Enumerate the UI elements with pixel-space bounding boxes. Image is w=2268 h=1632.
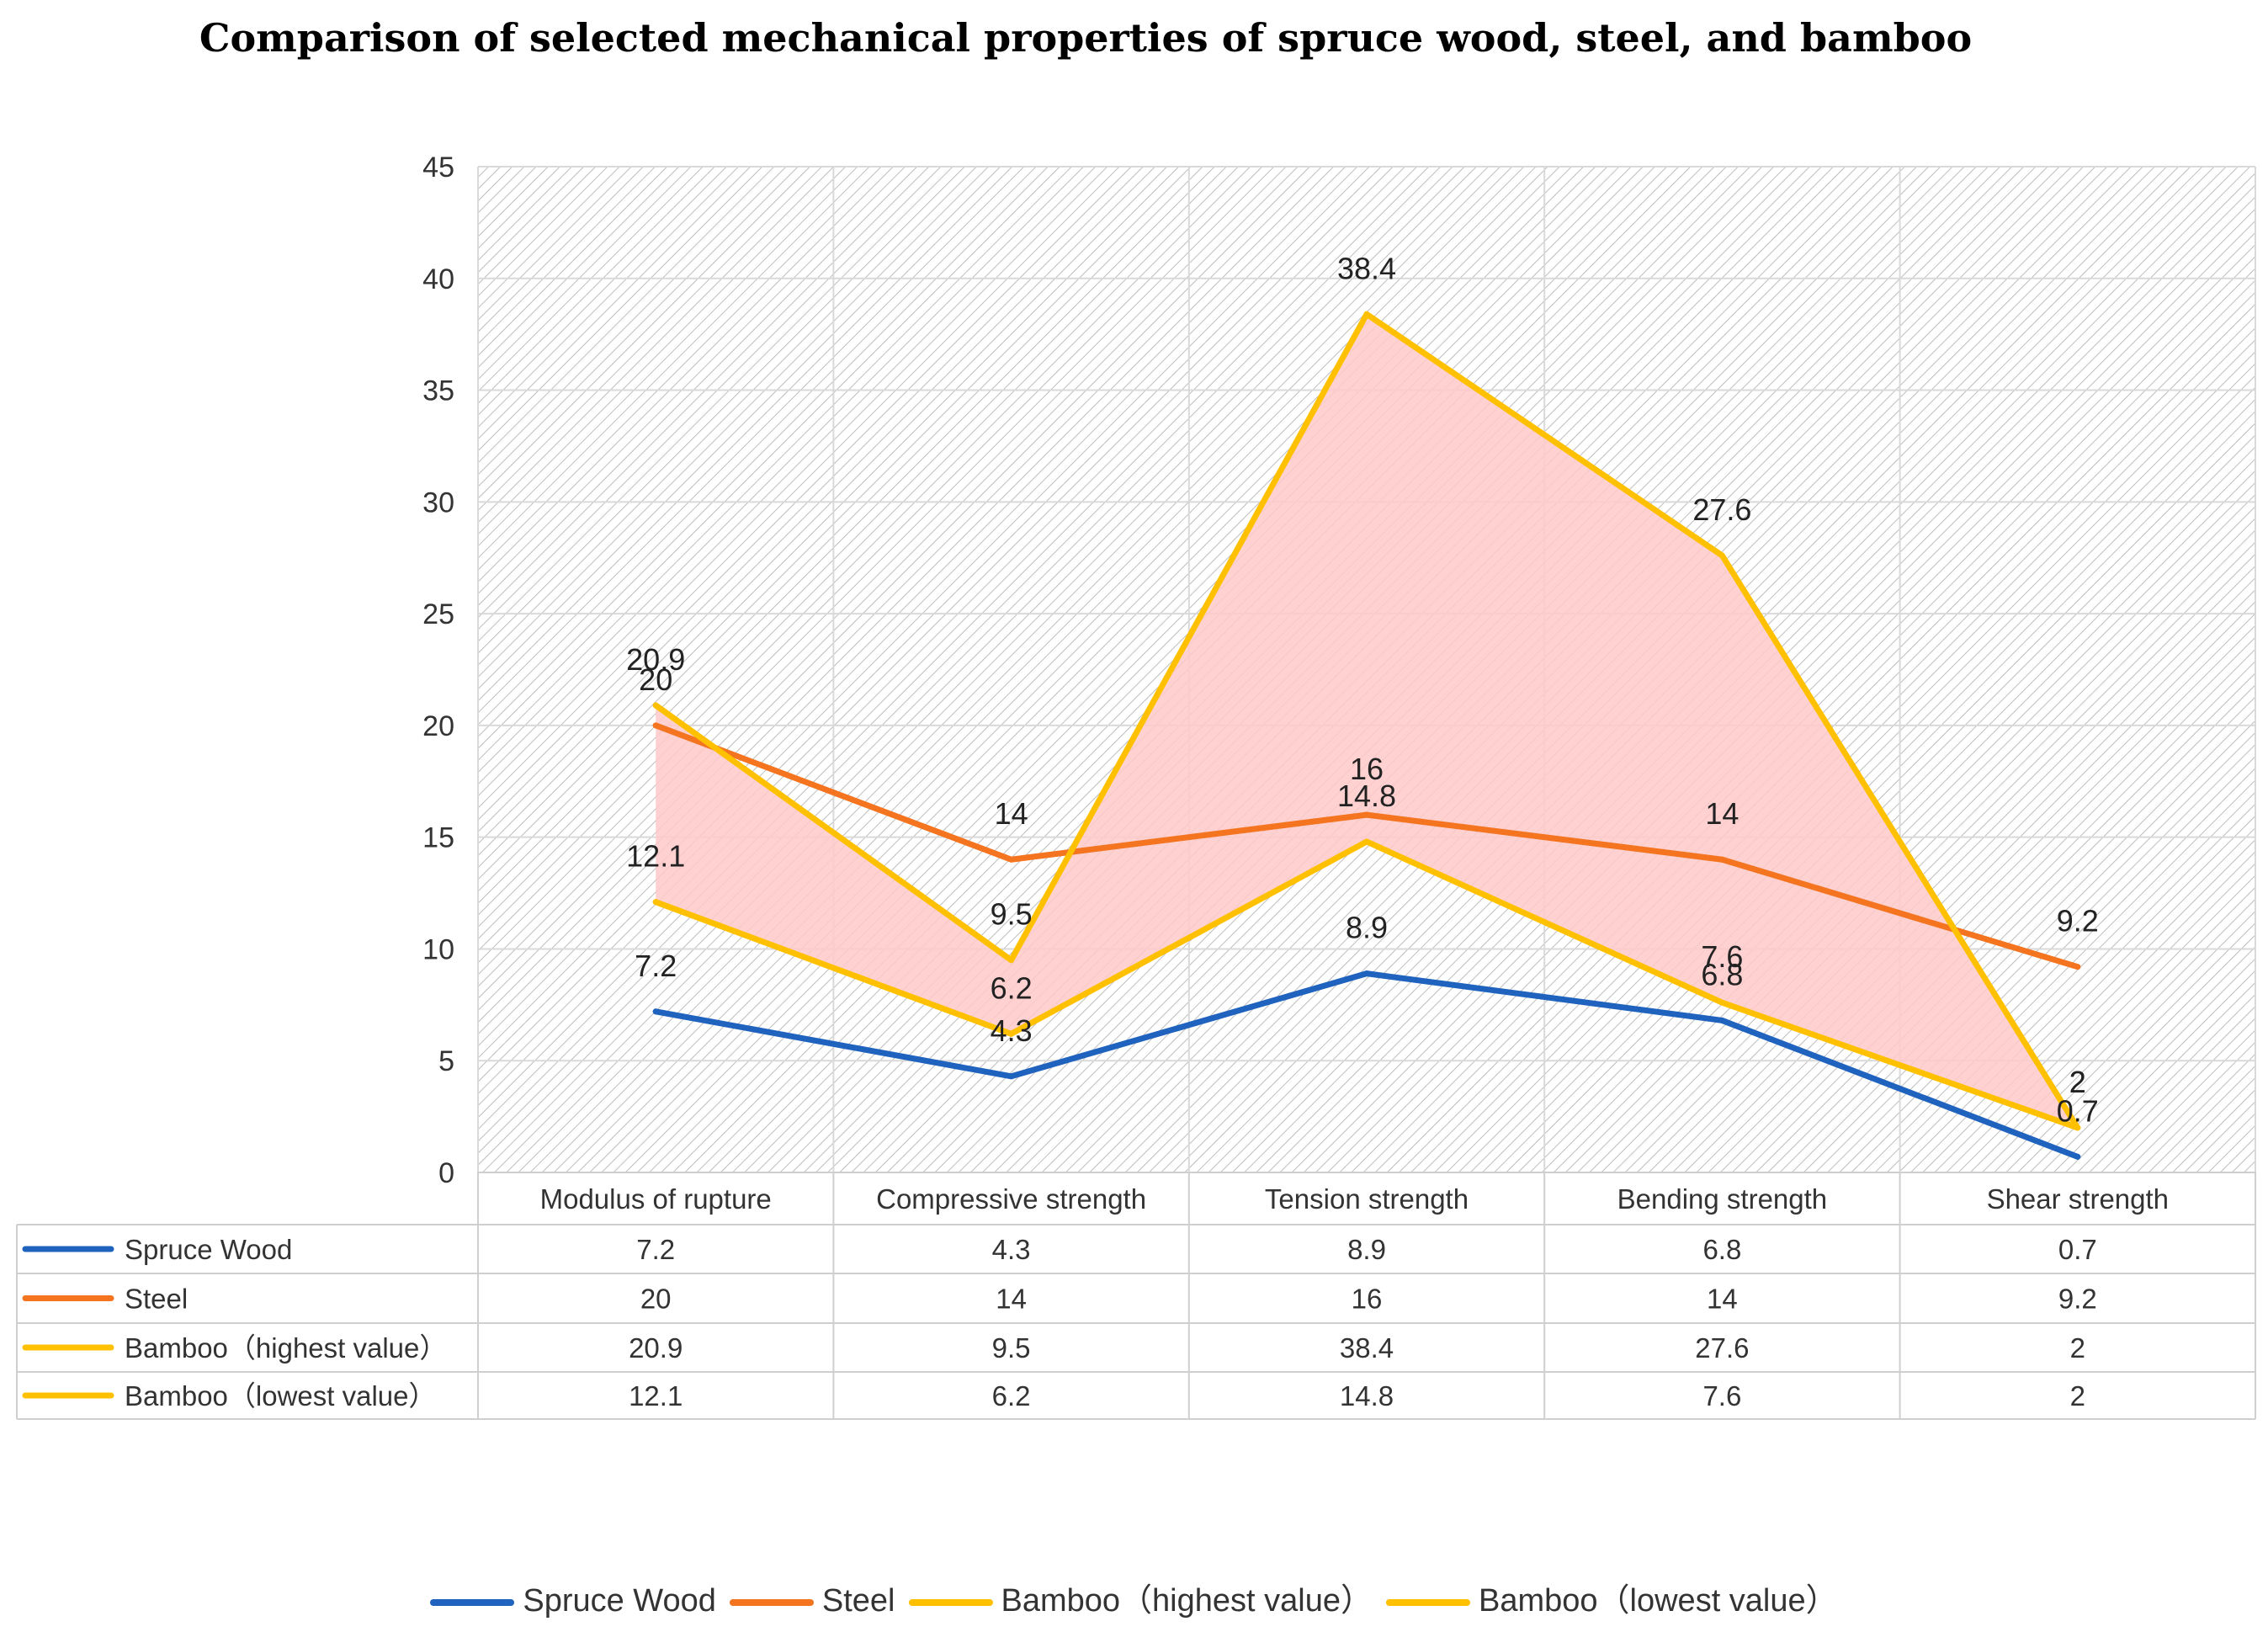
data-point: [1363, 311, 1370, 317]
table-cell-value: 2: [2070, 1380, 2085, 1411]
category-label: Shear strength: [1987, 1183, 2169, 1215]
series-lines: [652, 311, 2081, 1160]
y-tick-label: 15: [422, 822, 454, 854]
y-tick-label: 45: [422, 152, 454, 183]
y-tick-label: 0: [438, 1157, 454, 1189]
y-tick-label: 20: [422, 710, 454, 742]
data-point: [1363, 811, 1370, 818]
data-label: 12.1: [626, 839, 685, 874]
data-point: [2074, 1124, 2081, 1131]
category-label: Modulus of rupture: [540, 1183, 772, 1215]
data-point: [652, 1008, 659, 1015]
legend-swatch: [908, 1598, 993, 1606]
table-cell-value: 6.8: [1702, 1234, 1741, 1265]
legend-swatch: [430, 1598, 515, 1606]
legend-label: Bamboo（highest value）: [1001, 1583, 1373, 1619]
y-tick-label: 40: [422, 263, 454, 295]
table-series-name: Spruce Wood: [125, 1234, 292, 1265]
data-point: [1008, 1073, 1015, 1080]
table-cell-value: 6.2: [992, 1380, 1031, 1411]
data-point: [2074, 964, 2081, 970]
data-label: 9.2: [2057, 904, 2099, 938]
data-label: 7.2: [635, 949, 677, 983]
legend-label: Steel: [821, 1583, 895, 1619]
table-series-name: Steel: [125, 1284, 188, 1315]
y-tick-label: 10: [422, 933, 454, 965]
legend-item: Bamboo（lowest value）: [1386, 1574, 1838, 1620]
data-label: 16: [1350, 752, 1384, 786]
table-cell-value: 0.7: [2058, 1234, 2097, 1265]
chart-title: Comparison of selected mechanical proper…: [199, 15, 1973, 61]
y-tick-label: 30: [422, 486, 454, 518]
legend-item: Spruce Wood: [430, 1583, 716, 1619]
data-label: 38.4: [1337, 251, 1396, 285]
data-point: [652, 702, 659, 709]
y-axis: 0 5 10 15 20 25 30 35 40 45: [422, 152, 454, 1189]
table-cell-value: 14: [1707, 1284, 1738, 1315]
data-point: [1008, 1030, 1015, 1037]
table-cell-value: 7.2: [636, 1234, 675, 1265]
y-tick-label: 25: [422, 598, 454, 630]
data-point: [652, 899, 659, 906]
data-label: 20.9: [626, 642, 685, 677]
data-label: 14: [995, 796, 1028, 831]
table-cell-value: 16: [1352, 1284, 1383, 1315]
category-label: Bending strength: [1617, 1183, 1828, 1215]
table-cell-value: 8.9: [1347, 1234, 1386, 1265]
legend-swatch: [729, 1598, 814, 1606]
table-cell-value: 2: [2070, 1332, 2085, 1364]
band-area: [656, 314, 2078, 1128]
y-tick-label: 35: [422, 375, 454, 407]
data-label: 20: [639, 662, 672, 697]
data-point: [2074, 1153, 2081, 1160]
data-point: [1008, 856, 1015, 863]
table-cell-value: 38.4: [1340, 1332, 1394, 1364]
legend-swatch: [1386, 1598, 1470, 1606]
data-label: 27.6: [1692, 492, 1751, 527]
y-tick-label: 5: [438, 1045, 454, 1077]
data-label: 0.7: [2057, 1093, 2099, 1128]
legend-item: Steel: [729, 1583, 895, 1619]
table-cell-value: 27.6: [1695, 1332, 1749, 1364]
bamboo-range-band: [656, 314, 2078, 1128]
data-label: 2: [2069, 1065, 2086, 1099]
data-point: [1718, 999, 1725, 1006]
table-series-name: Bamboo（lowest value）: [125, 1380, 437, 1411]
table-cell-value: 20.9: [629, 1332, 683, 1364]
data-label: 9.5: [991, 897, 1033, 932]
table-cell-value: 9.2: [2058, 1284, 2097, 1315]
table-cell-value: 14.8: [1340, 1380, 1394, 1411]
table-cell-value: 7.6: [1702, 1380, 1741, 1411]
data-label: 4.3: [991, 1013, 1033, 1048]
legend-item: Bamboo（highest value）: [908, 1574, 1373, 1620]
data-label: 6.2: [991, 970, 1033, 1005]
data-label: 8.9: [1346, 911, 1388, 945]
data-label: 14.8: [1337, 779, 1396, 813]
data-point: [1718, 856, 1725, 863]
legend: Spruce Wood Steel Bamboo（highest value） Bam…: [0, 1574, 2268, 1620]
legend-label: Spruce Wood: [523, 1583, 716, 1619]
data-point: [652, 722, 659, 729]
data-point: [1363, 970, 1370, 977]
data-table: Modulus of rupture Compressive strength Te…: [16, 1172, 2256, 1420]
data-point: [1008, 957, 1015, 964]
table-cell-value: 14: [996, 1284, 1027, 1315]
data-point: [1718, 1017, 1725, 1023]
data-point: [1718, 552, 1725, 559]
table-cell-value: 4.3: [992, 1234, 1031, 1265]
data-label: 2: [2069, 1065, 2086, 1099]
category-label: Compressive strength: [876, 1183, 1146, 1215]
table-series-name: Bamboo（highest value）: [125, 1332, 447, 1364]
table-cell-value: 12.1: [629, 1380, 683, 1411]
data-point: [1363, 838, 1370, 845]
data-labels: 7.24.38.96.80.7201416149.220.99.538.427.…: [626, 251, 2099, 1128]
data-label: 14: [1705, 796, 1739, 831]
table-cell-value: 20: [640, 1284, 672, 1315]
legend-label: Bamboo（lowest value）: [1479, 1583, 1838, 1619]
data-label: 7.6: [1701, 939, 1743, 974]
category-label: Tension strength: [1265, 1183, 1469, 1215]
data-label: 6.8: [1701, 957, 1743, 991]
table-cell-value: 9.5: [992, 1332, 1031, 1364]
